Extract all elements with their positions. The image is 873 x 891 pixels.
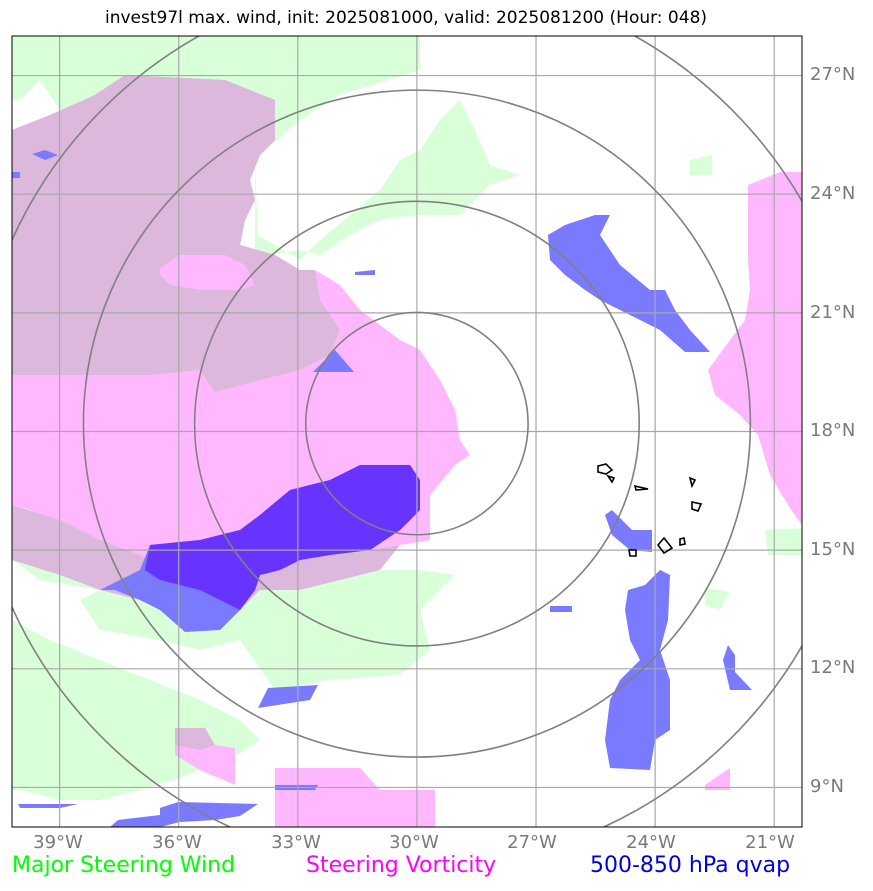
qvap-region-west-1 [32,150,58,160]
lon-label-30w: 30°W [389,832,439,853]
lon-label-33w: 33°W [271,832,321,853]
contour-3 [633,484,649,491]
wind-region-right [690,155,712,175]
qvap-region-small-2 [550,606,572,612]
qvap-region-small-1 [355,270,375,275]
range-ring [82,89,752,758]
lon-label-27w: 27°W [507,832,557,853]
contour-7 [628,549,637,557]
lon-label-21w: 21°W [745,832,795,853]
qvap-region-southwest-1 [258,685,318,708]
contour-6 [656,536,674,555]
vorticity-patch-inner [160,255,255,290]
contour-8 [679,537,686,546]
qvap-region-east-2 [605,570,670,770]
qvap-region-south-1 [110,802,258,827]
qvap-region-north-small [313,350,354,372]
lat-label-21n: 21°N [810,302,856,323]
lat-label-18n: 18°N [810,420,856,441]
qvap-region-east-3 [723,645,752,690]
lon-label-36w: 36°W [152,832,202,853]
range-ring [193,200,641,647]
contour-2 [606,474,616,484]
vorticity-region-southeast [705,768,730,790]
wind-region-right-south [765,528,802,555]
wind-region-left-top [12,36,60,100]
overlap-region-southeast-pinkish [175,728,215,750]
vorticity-region-east [708,172,802,525]
vorticity-region-south-2 [275,768,435,827]
qvap-dark-region [145,465,420,610]
lat-label-12n: 12°N [810,657,856,678]
qvap-region-west-2 [12,172,20,178]
lon-label-39w: 39°W [33,832,83,853]
legend-steering-vorticity: Steering Vorticity [306,853,497,878]
contour-1 [597,463,614,475]
lat-label-15n: 15°N [810,539,856,560]
legend-qvap: 500-850 hPa qvap [590,853,791,878]
map-title: invest97l max. wind, init: 2025081000, v… [104,8,708,28]
lat-label-24n: 24°N [810,183,856,204]
wind-contours [597,463,703,557]
qvap-region-small-3 [18,804,78,808]
range-rings [12,36,802,827]
lat-label-9n: 9°N [810,776,844,797]
qvap-region-northeast [548,215,710,352]
map-frame [11,35,803,828]
range-ring [304,311,529,536]
contour-4 [688,476,697,489]
lon-label-24w: 24°W [626,832,676,853]
legend-steering-wind: Major Steering Wind [12,853,236,878]
lat-label-27n: 27°N [810,64,856,85]
wind-region-right-mid [705,588,730,610]
contour-5 [691,501,703,512]
